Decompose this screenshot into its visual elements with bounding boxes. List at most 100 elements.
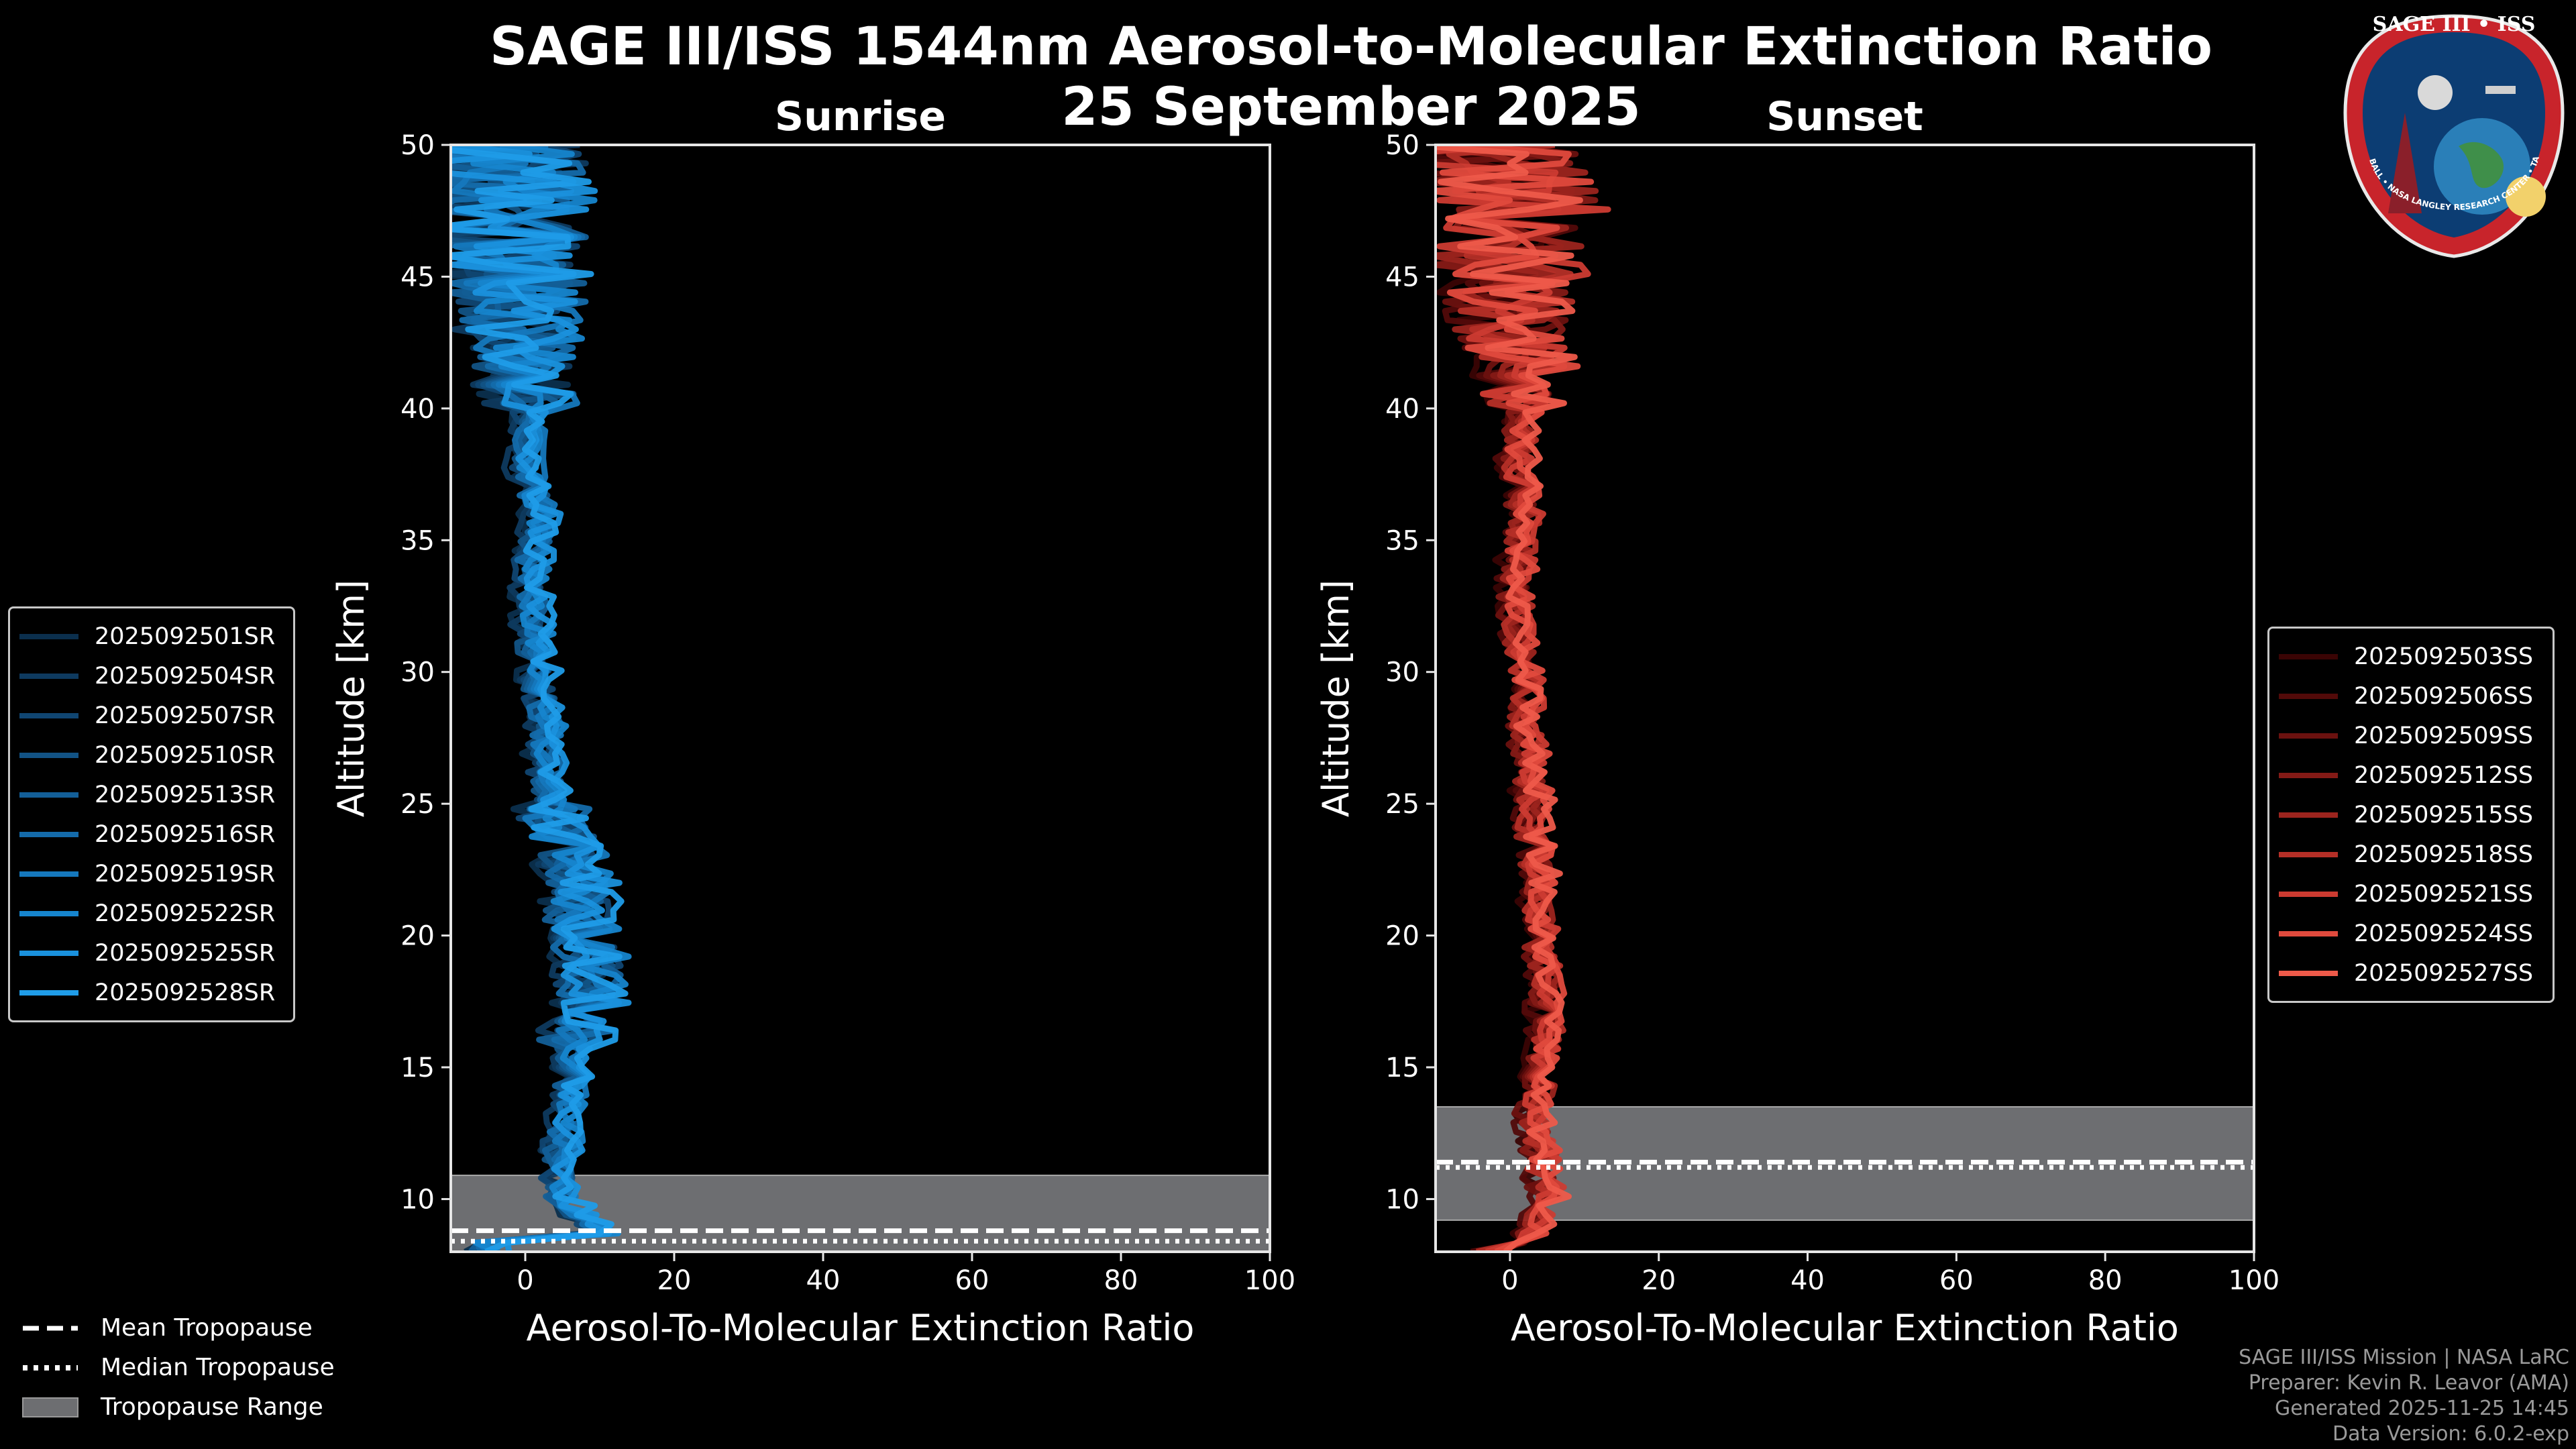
- plot-area: [451, 145, 1270, 1252]
- credits-block: SAGE III/ISS Mission | NASA LaRC Prepare…: [2239, 1345, 2569, 1447]
- y-tick-label: 25: [1385, 789, 1419, 820]
- sage-mission-logo: SAGE III • ISS BALL • NASA LANGLEY RESEA…: [2341, 12, 2565, 258]
- panel-title: Sunset: [1766, 93, 1923, 140]
- y-axis-label: Altitude [km]: [330, 580, 372, 817]
- figure-date: 25 September 2025: [1061, 77, 1641, 138]
- legend-label: 2025092524SS: [2354, 920, 2534, 947]
- x-tick-label: 40: [1790, 1265, 1825, 1296]
- y-tick-label: 35: [400, 525, 435, 556]
- x-tick-label: 100: [2229, 1265, 2279, 1296]
- y-tick-label: 20: [1385, 921, 1419, 952]
- legend-mean-tropopause: Mean Tropopause: [20, 1308, 335, 1348]
- legend-swatch: [19, 871, 78, 877]
- y-tick-label: 45: [400, 262, 435, 292]
- legend-swatch: [19, 673, 78, 679]
- axes-frame: [1434, 144, 2255, 1253]
- logo-title: SAGE III • ISS: [2373, 13, 2536, 36]
- legend-entry: 2025092512SS: [2279, 755, 2543, 795]
- x-axis-label: Aerosol-To-Molecular Extinction Ratio: [527, 1307, 1195, 1349]
- legend-swatch: [2279, 693, 2338, 699]
- legend-median-tropopause: Median Tropopause: [20, 1348, 335, 1387]
- legend-swatch: [2279, 772, 2338, 778]
- legend-swatch: [2279, 851, 2338, 857]
- credit-line: Preparer: Kevin R. Leavor (AMA): [2248, 1371, 2569, 1395]
- y-tick-label: 15: [1385, 1053, 1419, 1083]
- legend-entry: 2025092513SR: [19, 775, 284, 814]
- iss-icon: [2485, 86, 2516, 94]
- legend-label: 2025092504SR: [95, 662, 276, 690]
- legend-range-label: Tropopause Range: [101, 1393, 323, 1421]
- legend-entry: 2025092509SS: [2279, 716, 2543, 755]
- y-tick-label: 30: [400, 657, 435, 688]
- x-tick-label: 80: [2088, 1265, 2123, 1296]
- wizard-figure-icon: [2388, 113, 2422, 213]
- x-tick-label: 40: [806, 1265, 841, 1296]
- legend-label: 2025092521SS: [2354, 880, 2534, 908]
- axes-frame: [449, 144, 1271, 1253]
- legend-swatch: [19, 831, 78, 837]
- panel-title: Sunrise: [775, 93, 946, 140]
- profile-lines: [1436, 145, 1611, 1252]
- range-band-swatch: [22, 1397, 78, 1417]
- legend-swatch: [19, 633, 78, 639]
- legend-entry: 2025092503SS: [2279, 637, 2543, 676]
- x-tick-label: 60: [955, 1265, 989, 1296]
- y-tick-label: 50: [1385, 130, 1419, 161]
- legend-swatch: [2279, 653, 2338, 659]
- legend-swatch: [2279, 812, 2338, 818]
- x-axis-label: Aerosol-To-Molecular Extinction Ratio: [1511, 1307, 2179, 1349]
- profile-line-2025092528SR: [451, 147, 629, 1252]
- panel-sunset: 0 20 40 60 80 100 10 15 20 25 30 35 40 45 50 Aerosol-To…: [1315, 93, 2279, 1349]
- legend-swatch: [19, 752, 78, 758]
- y-tick-label: 20: [400, 921, 435, 952]
- legend-swatch: [19, 712, 78, 718]
- legend-label: 2025092516SR: [95, 820, 276, 848]
- x-tick-label: 20: [657, 1265, 692, 1296]
- sunrise-legend: 2025092501SR 2025092504SR 2025092507SR 2025…: [8, 606, 295, 1022]
- legend-swatch: [2279, 970, 2338, 976]
- legend-label: 2025092510SR: [95, 741, 276, 769]
- y-tick-label: 30: [1385, 657, 1419, 688]
- panel-sunrise: 0 20 40 60 80 100 10 15 20 25 30 35 40 45 50 Aerosol-To…: [330, 93, 1295, 1349]
- y-tick-label: 40: [400, 394, 435, 425]
- legend-label: 2025092522SR: [95, 900, 276, 927]
- legend-label: 2025092525SR: [95, 939, 276, 967]
- y-tick-label: 45: [1385, 262, 1419, 292]
- legend-entry: 2025092519SR: [19, 854, 284, 894]
- legend-label: 2025092515SS: [2354, 801, 2534, 828]
- x-tick-label: 0: [1501, 1265, 1518, 1296]
- legend-entry: 2025092516SR: [19, 814, 284, 854]
- legend-entry: 2025092501SR: [19, 616, 284, 656]
- x-tick-label: 100: [1244, 1265, 1295, 1296]
- x-tick-label: 60: [1939, 1265, 1974, 1296]
- legend-entry: 2025092527SS: [2279, 953, 2543, 993]
- legend-entry: 2025092518SS: [2279, 835, 2543, 874]
- y-tick-label: 50: [400, 130, 435, 161]
- credit-line: Data Version: 6.0.2-exp: [2332, 1422, 2569, 1446]
- moon-icon: [2418, 75, 2453, 110]
- x-tick-label: 0: [517, 1265, 533, 1296]
- profile-lines: [451, 145, 632, 1252]
- y-tick-label: 10: [1385, 1184, 1419, 1215]
- sun-icon: [2506, 176, 2546, 217]
- legend-entry: 2025092522SR: [19, 894, 284, 933]
- legend-label: 2025092519SR: [95, 860, 276, 888]
- legend-entry: 2025092528SR: [19, 973, 284, 1012]
- profile-line-2025092527SS: [1436, 145, 1583, 1252]
- legend-label: 2025092528SR: [95, 979, 276, 1006]
- legend-mean-label: Mean Tropopause: [101, 1314, 313, 1342]
- legend-label: 2025092512SS: [2354, 761, 2534, 789]
- legend-entry: 2025092515SS: [2279, 795, 2543, 835]
- legend-entry: 2025092524SS: [2279, 914, 2543, 953]
- y-tick-label: 35: [1385, 525, 1419, 556]
- x-tick-label: 80: [1104, 1265, 1138, 1296]
- dotted-line-swatch: [23, 1364, 78, 1371]
- tropopause-legend: Mean Tropopause Median Tropopause Tropop…: [20, 1308, 335, 1427]
- plot-area: [1436, 145, 2254, 1252]
- dashed-line-swatch: [23, 1326, 78, 1330]
- legend-label: 2025092513SR: [95, 781, 276, 808]
- y-axis-label: Altitude [km]: [1315, 580, 1357, 817]
- legend-entry: 2025092510SR: [19, 735, 284, 775]
- legend-entry: 2025092506SS: [2279, 676, 2543, 716]
